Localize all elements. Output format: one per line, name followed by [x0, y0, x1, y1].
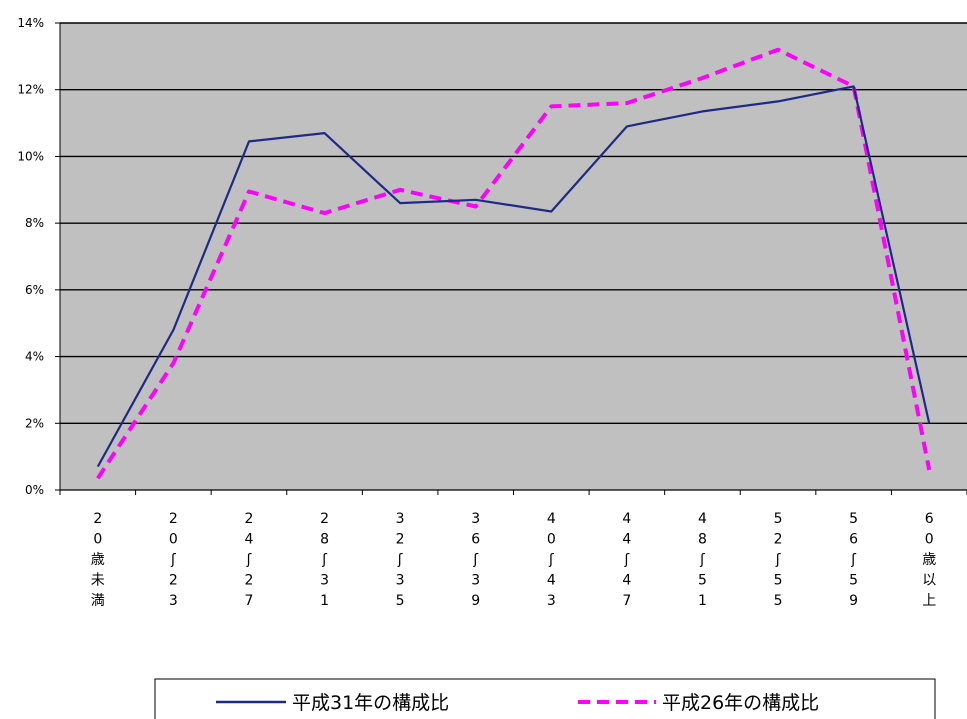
- x-tick-char: 5: [774, 511, 783, 527]
- series-line-2: [96, 47, 932, 480]
- x-tick-char: 歳: [922, 552, 936, 568]
- x-tick-char: 5: [396, 593, 405, 609]
- x-tick-char: 5: [698, 573, 707, 589]
- x-tick-char: 1: [320, 593, 329, 609]
- y-tick-label: 6%: [25, 283, 44, 297]
- x-tick-char: 4: [547, 573, 556, 589]
- x-tick-char: 8: [320, 532, 329, 548]
- x-tick-char: ʃ: [246, 552, 252, 568]
- x-tick-char: 1: [698, 593, 707, 609]
- series-layer: [96, 47, 932, 480]
- x-tick-char: 2: [93, 511, 102, 527]
- x-tick-label: 4 8 ʃ 5 1: [698, 511, 707, 609]
- x-tick-char: ʃ: [624, 552, 630, 568]
- x-tick-char: ʃ: [170, 552, 176, 568]
- x-tick-char: 4: [244, 532, 253, 548]
- x-tick-char: 2: [320, 511, 329, 527]
- x-tick-label: 2 4 ʃ 2 7: [244, 511, 253, 609]
- x-tick-char: 4: [622, 532, 631, 548]
- x-tick-label: 4 4 ʃ 4 7: [622, 511, 631, 609]
- y-tick-label: 2%: [25, 416, 44, 430]
- x-tick-char: 3: [547, 593, 556, 609]
- x-tick-char: ʃ: [321, 552, 327, 568]
- x-tick-label: 5 6 ʃ 5 9: [849, 511, 858, 609]
- x-tick-char: 満: [91, 593, 105, 609]
- x-tick-char: 5: [774, 573, 783, 589]
- plot-area: [60, 23, 967, 490]
- x-tick-char: ʃ: [699, 552, 705, 568]
- x-tick-label: 6 0 歳以上: [922, 511, 936, 609]
- x-tick-char: ʃ: [548, 552, 554, 568]
- x-tick-char: 5: [849, 573, 858, 589]
- x-tick-char: 3: [396, 511, 405, 527]
- x-tick-char: 4: [547, 511, 556, 527]
- legend-label-series-1: 平成31年の構成比: [292, 692, 449, 714]
- x-tick-char: 歳: [91, 552, 105, 568]
- x-tick-char: 2: [244, 511, 253, 527]
- x-tick-char: 0: [547, 532, 556, 548]
- y-tick-label: 4%: [25, 350, 44, 364]
- x-tick-char: 0: [93, 532, 102, 548]
- gridlines: [60, 22, 967, 424]
- x-tick-char: 2: [244, 573, 253, 589]
- x-tick-char: 未: [91, 573, 105, 589]
- x-tick-char: 6: [849, 532, 858, 548]
- series-line-1: [96, 85, 931, 468]
- x-tick-char: ʃ: [850, 552, 856, 568]
- x-axis: 20歳未満20ʃ2324ʃ2728ʃ3132ʃ3536ʃ3940ʃ4344ʃ47…: [59, 489, 967, 609]
- x-tick-char: 3: [320, 573, 329, 589]
- y-tick-label: 8%: [25, 216, 44, 230]
- x-tick-char: ʃ: [775, 552, 781, 568]
- x-tick-label: 3 6 ʃ 3 9: [471, 511, 480, 609]
- y-tick-label: 14%: [17, 16, 44, 30]
- x-tick-char: 6: [471, 532, 480, 548]
- x-tick-char: 2: [396, 532, 405, 548]
- x-tick-char: 8: [698, 532, 707, 548]
- x-tick-label: 2 8 ʃ 3 1: [320, 511, 329, 609]
- x-tick-char: 4: [622, 511, 631, 527]
- x-tick-label: 4 0 ʃ 4 3: [547, 511, 556, 609]
- x-tick-char: 3: [169, 593, 178, 609]
- x-tick-label: 3 2 ʃ 3 5: [396, 511, 405, 609]
- x-tick-char: 2: [169, 573, 178, 589]
- y-tick-label: 10%: [17, 149, 44, 163]
- x-tick-char: 2: [169, 511, 178, 527]
- x-tick-char: 5: [849, 511, 858, 527]
- x-tick-label: 2 0 歳未満: [91, 511, 105, 609]
- x-tick-char: 以: [922, 573, 936, 589]
- x-tick-char: 2: [774, 532, 783, 548]
- x-tick-char: 0: [169, 532, 178, 548]
- x-tick-char: 9: [849, 593, 858, 609]
- x-tick-char: 5: [774, 593, 783, 609]
- x-tick-char: 3: [471, 573, 480, 589]
- x-tick-char: 6: [925, 511, 934, 527]
- x-tick-char: 3: [396, 573, 405, 589]
- y-tick-label: 0%: [25, 483, 44, 497]
- x-tick-char: 4: [698, 511, 707, 527]
- x-tick-char: 上: [922, 593, 936, 609]
- x-tick-char: ʃ: [397, 552, 403, 568]
- x-tick-char: 7: [244, 593, 253, 609]
- x-tick-char: 7: [622, 593, 631, 609]
- x-tick-char: 0: [925, 532, 934, 548]
- y-axis: 0% 2% 4% 6% 8% 10% 12% 14%: [17, 16, 61, 497]
- x-tick-char: 4: [622, 573, 631, 589]
- y-tick-label: 12%: [17, 83, 44, 97]
- legend-box: [154, 678, 936, 719]
- x-tick-char: 3: [471, 511, 480, 527]
- x-tick-char: ʃ: [472, 552, 478, 568]
- x-tick-label: 5 2 ʃ 5 5: [774, 511, 783, 609]
- legend-label-series-2: 平成26年の構成比: [662, 692, 819, 714]
- legend: 平成31年の構成比 平成26年の構成比: [154, 678, 936, 719]
- x-tick-char: 9: [471, 593, 480, 609]
- x-tick-label: 2 0 ʃ 2 3: [169, 511, 178, 609]
